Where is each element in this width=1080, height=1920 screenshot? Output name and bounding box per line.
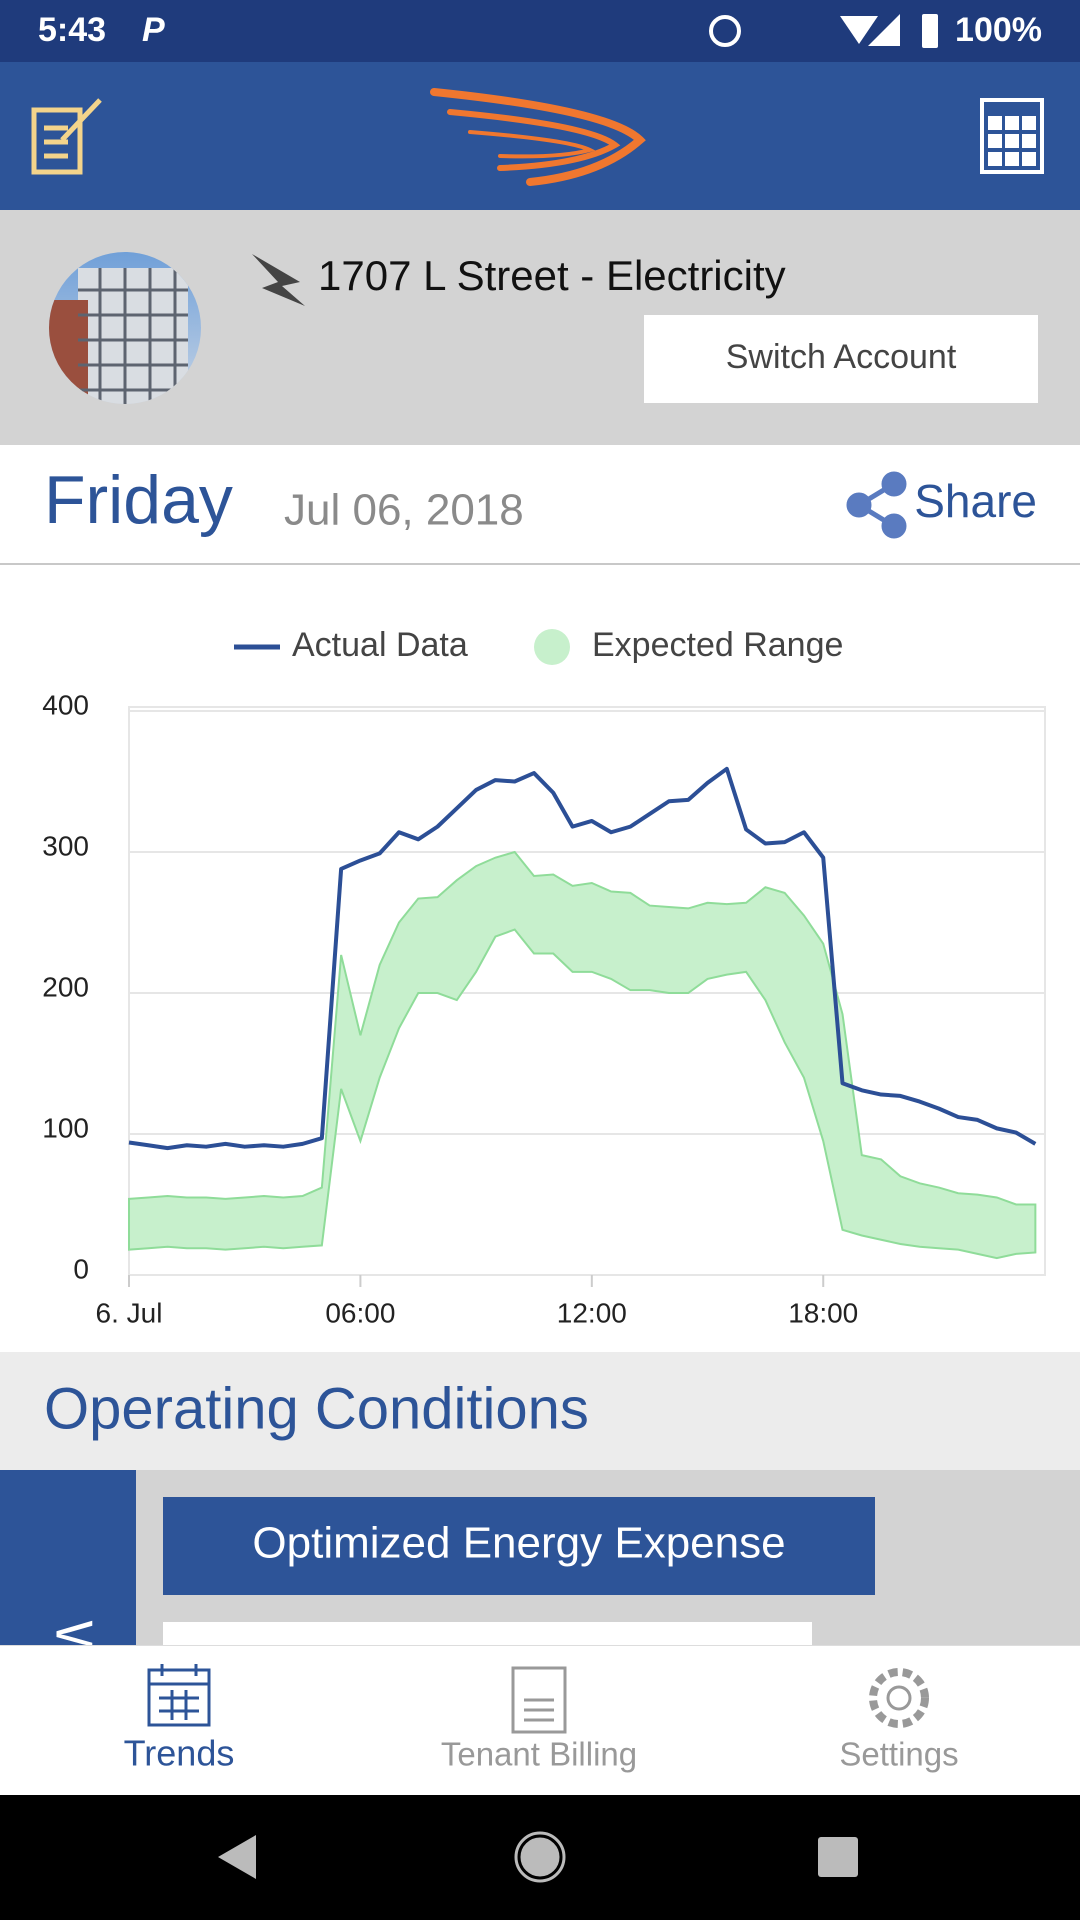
alarm-icon xyxy=(709,15,741,47)
legend-swatch xyxy=(534,629,570,665)
battery-level: 100% xyxy=(955,11,1042,49)
x-tick-label: 6. Jul xyxy=(96,1297,163,1328)
date: Jul 06, 2018 xyxy=(284,486,524,535)
y-tick-label: 0 xyxy=(73,1253,89,1284)
building-photo xyxy=(49,252,201,404)
electricity-icon xyxy=(252,254,305,306)
status-time: 5:43 xyxy=(38,11,106,49)
billing-icon xyxy=(511,1666,567,1734)
signal-icon xyxy=(868,14,900,46)
y-tick-label: 400 xyxy=(42,689,89,720)
condition-card xyxy=(163,1622,812,1645)
y-tick-label: 100 xyxy=(42,1112,89,1143)
battery-icon xyxy=(922,14,938,48)
calendar-grid-button[interactable] xyxy=(980,98,1044,174)
condition-button[interactable] xyxy=(163,1497,875,1595)
section-title: Operating Conditions xyxy=(44,1376,589,1441)
actual-line xyxy=(128,766,1037,1151)
section-header xyxy=(0,1352,1080,1470)
recents-button[interactable] xyxy=(818,1837,858,1877)
legend-label: Actual Data xyxy=(292,626,468,664)
x-tick-label: 12:00 xyxy=(557,1297,627,1328)
nav-border xyxy=(0,1645,1080,1646)
nav-item[interactable]: Tenant Billing xyxy=(441,1736,637,1773)
account-name: 1707 L Street - Electricity xyxy=(318,252,786,299)
switch-account-label: Switch Account xyxy=(726,338,957,376)
home-ring xyxy=(514,1831,566,1883)
share-label[interactable]: Share xyxy=(914,475,1037,527)
y-tick-label: 200 xyxy=(42,971,89,1002)
chart: 0 100 200 300 400 6. Jul 06:00 12:00 18:00 Actual… xyxy=(42,626,1046,1328)
switch-account-button[interactable] xyxy=(644,315,1038,403)
share-button[interactable] xyxy=(846,471,907,539)
nav-item[interactable]: Trends xyxy=(124,1733,235,1774)
back-button[interactable] xyxy=(218,1835,256,1879)
wifi-icon xyxy=(840,16,878,44)
app-header xyxy=(0,62,1080,210)
nav-item[interactable]: Settings xyxy=(839,1736,958,1773)
x-tick-label: 06:00 xyxy=(325,1297,395,1328)
x-tick-label: 18:00 xyxy=(788,1297,858,1328)
condition-button-label: Optimized Energy Expense xyxy=(252,1519,785,1568)
settings-icon xyxy=(869,1668,929,1728)
status-icon: P xyxy=(142,11,165,49)
notes-button[interactable] xyxy=(31,98,102,175)
home-button[interactable] xyxy=(517,1834,563,1880)
legend-label: Expected Range xyxy=(592,626,843,664)
day: Friday xyxy=(44,462,233,538)
logo xyxy=(430,88,646,186)
expected-range xyxy=(128,850,1037,1260)
side-tab-label: W xyxy=(44,1620,102,1669)
y-tick-label: 300 xyxy=(42,830,89,861)
side-tab[interactable] xyxy=(0,1470,136,1645)
trends-icon xyxy=(147,1664,211,1727)
separator xyxy=(0,563,1080,565)
